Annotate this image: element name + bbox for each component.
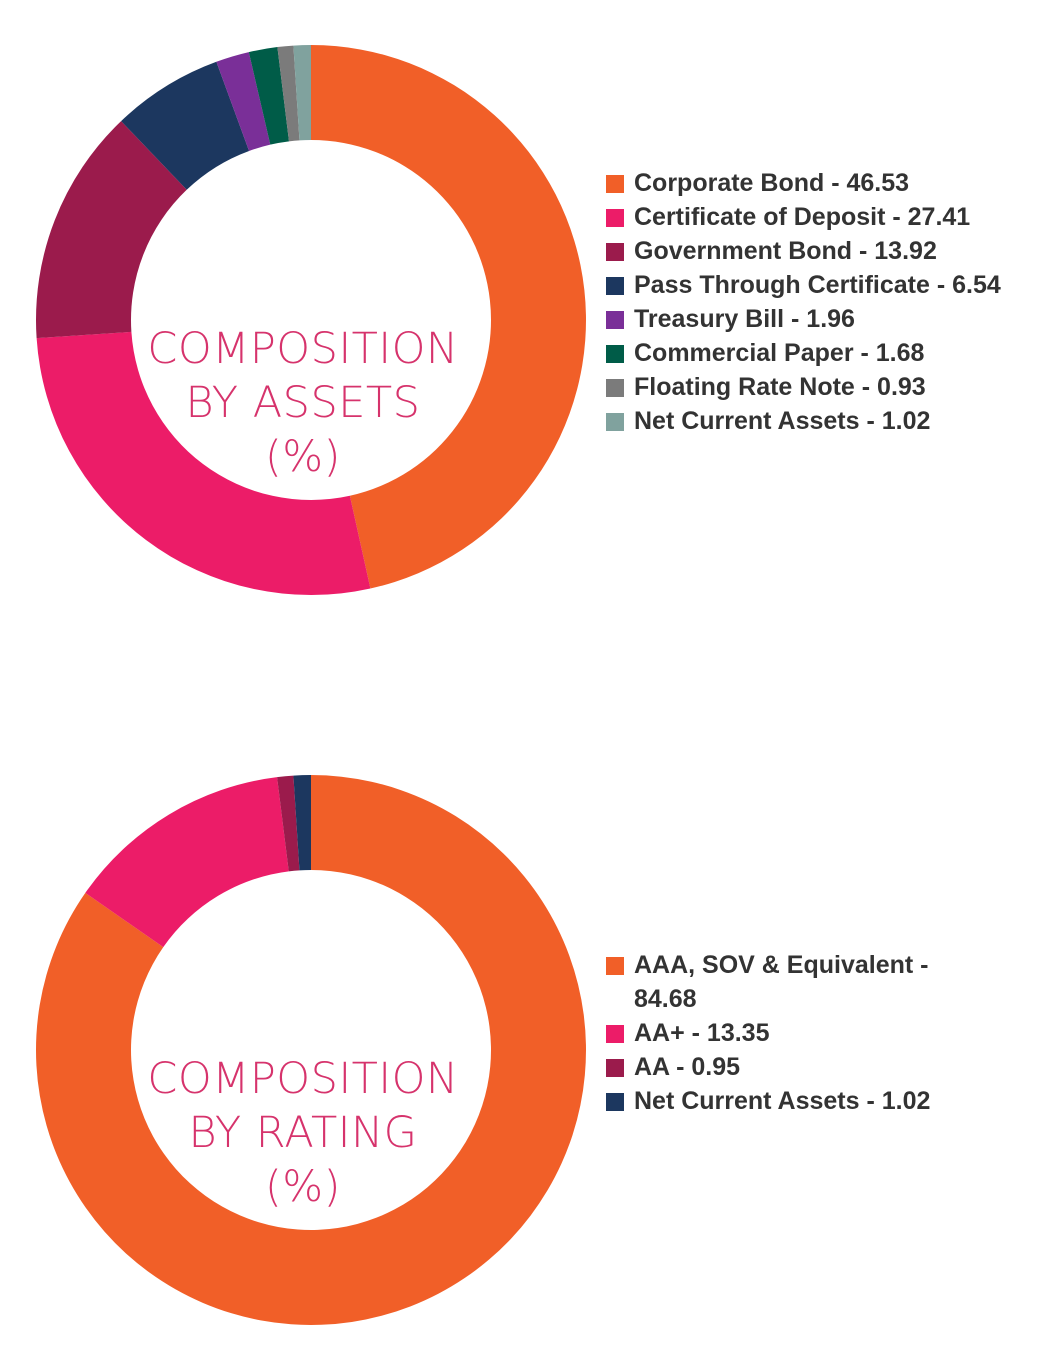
rating-center-line-1: COMPOSITION <box>147 1054 459 1104</box>
legend-swatch <box>606 345 624 363</box>
legend-swatch <box>606 1059 624 1077</box>
legend-item-pass-through-certificate: Pass Through Certificate - 6.54 <box>606 268 1001 302</box>
rating-donut <box>36 775 587 1325</box>
rating-center-label: COMPOSITION BY RATING (%) <box>133 1052 473 1214</box>
legend-item-government-bond: Government Bond - 13.92 <box>606 234 1001 268</box>
rating-legend: AAA, SOV & Equivalent - 84.68 AA+ - 13.3… <box>606 948 974 1118</box>
legend-item-commercial-paper: Commercial Paper - 1.68 <box>606 336 1001 370</box>
legend-swatch <box>606 311 624 329</box>
legend-item-treasury-bill: Treasury Bill - 1.96 <box>606 302 1001 336</box>
slice-aa <box>85 777 289 948</box>
legend-swatch <box>606 209 624 227</box>
legend-swatch <box>606 413 624 431</box>
legend-item-certificate-of-deposit: Certificate of Deposit - 27.41 <box>606 200 1001 234</box>
slice-pass-through-certificate <box>121 61 250 190</box>
legend-item-corporate-bond: Corporate Bond - 46.53 <box>606 166 1001 200</box>
assets-center-line-3: (%) <box>265 432 341 482</box>
legend-swatch <box>606 379 624 397</box>
legend-item-aaa-sov-equivalent: AAA, SOV & Equivalent - 84.68 <box>606 948 974 1016</box>
assets-donut <box>36 45 587 595</box>
assets-legend: Corporate Bond - 46.53 Certificate of De… <box>606 166 1001 438</box>
legend-swatch <box>606 277 624 295</box>
composition-by-rating-chart: COMPOSITION BY RATING (%) AAA, SOV & Equ… <box>0 740 1043 1340</box>
slice-commercial-paper <box>248 47 289 145</box>
slice-aa <box>277 775 300 872</box>
slice-net-current-assets <box>293 775 311 871</box>
composition-by-assets-chart: COMPOSITION BY ASSETS (%) Corporate Bond… <box>0 0 1043 620</box>
legend-swatch <box>606 175 624 193</box>
rating-center-line-2: BY RATING <box>188 1108 418 1158</box>
slice-government-bond <box>36 121 187 339</box>
slice-certificate-of-deposit <box>36 331 371 595</box>
assets-center-line-1: COMPOSITION <box>147 324 459 374</box>
legend-item-aa: AA - 0.95 <box>606 1050 974 1084</box>
legend-swatch <box>606 957 624 975</box>
slice-floating-rate-note <box>277 45 300 142</box>
rating-center-line-3: (%) <box>265 1162 341 1212</box>
legend-item-net-current-assets: Net Current Assets - 1.02 <box>606 1084 974 1118</box>
slice-treasury-bill <box>216 52 271 151</box>
legend-item-net-current-assets: Net Current Assets - 1.02 <box>606 404 1001 438</box>
slice-net-current-assets <box>293 45 311 141</box>
legend-item-floating-rate-note: Floating Rate Note - 0.93 <box>606 370 1001 404</box>
assets-center-label: COMPOSITION BY ASSETS (%) <box>133 322 473 484</box>
legend-swatch <box>606 1093 624 1111</box>
slice-aaa-sov-equivalent <box>36 775 587 1325</box>
legend-swatch <box>606 243 624 261</box>
legend-item-aa-plus: AA+ - 13.35 <box>606 1016 974 1050</box>
legend-swatch <box>606 1025 624 1043</box>
slice-corporate-bond <box>311 45 587 589</box>
assets-center-line-2: BY ASSETS <box>185 378 421 428</box>
